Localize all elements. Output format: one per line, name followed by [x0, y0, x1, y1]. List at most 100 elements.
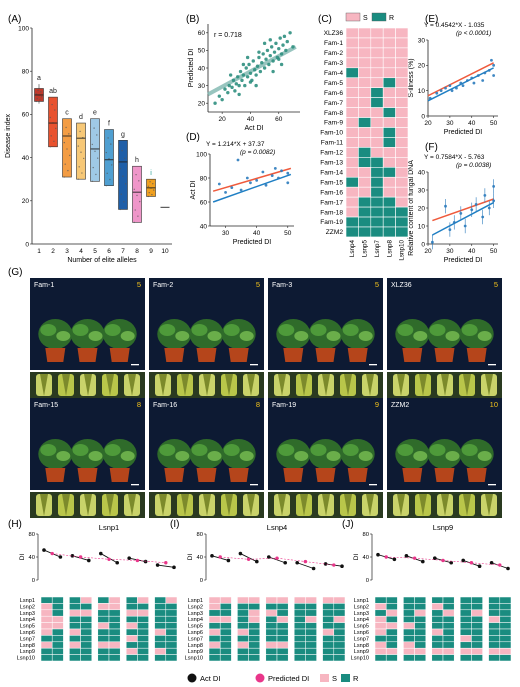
plant-leaf-highlight — [397, 324, 414, 336]
box-plot-disease-index: 0 20 40 60 80 100 Number of elite alleles Disea… — [5, 25, 172, 264]
heatmap-cell — [358, 37, 372, 49]
genotype-cell — [374, 647, 387, 655]
scale-bar — [369, 364, 377, 366]
plant-leaf-highlight — [294, 331, 309, 341]
genotype-cell — [499, 603, 512, 611]
y-tick-label: 30 — [418, 37, 426, 44]
heatmap-cell — [370, 37, 384, 49]
box-data-dot — [108, 158, 110, 160]
heatmap-cell — [345, 226, 359, 238]
act-di-point — [421, 559, 425, 564]
x-tick-label: 4 — [79, 248, 83, 255]
y-axis-label: S-illness (%) — [408, 58, 415, 97]
data-point — [459, 212, 463, 215]
data-point — [257, 50, 261, 54]
box-data-dot — [80, 151, 82, 153]
y-axis-label: Act DI — [190, 180, 197, 199]
data-point — [481, 79, 485, 82]
genotype-row-label: Lsnp3 — [354, 611, 369, 617]
genotype-cell — [488, 628, 501, 636]
genotype-cell — [51, 603, 64, 611]
data-point — [492, 185, 496, 188]
genotype-cell — [40, 622, 53, 630]
box-data-dot — [53, 140, 55, 143]
data-point — [261, 52, 265, 56]
stem-vascular-mark — [300, 374, 308, 396]
plant-photo-cell: Fam-2 5 — [149, 278, 264, 398]
heatmap-cell — [370, 186, 384, 198]
pot — [434, 468, 455, 482]
heatmap-cell — [370, 57, 384, 69]
box-data-dot — [123, 201, 125, 203]
heatmap-cell — [370, 216, 384, 228]
heatmap-row-label: Fam-3 — [324, 60, 343, 67]
genotype-cell — [374, 603, 387, 611]
genotype-cell — [108, 615, 121, 623]
heatmap-cell — [382, 37, 396, 49]
box-data-dot — [147, 195, 149, 198]
scatter-fungal-dna: 0 10 20 30 40 20 30 40 50 Predicted DI Relative co… — [408, 154, 498, 264]
genotype-cell — [154, 654, 167, 662]
box-data-dot — [39, 99, 41, 101]
genotype-cell — [125, 609, 138, 617]
genotype-cell — [385, 654, 398, 662]
genotype-cell — [276, 654, 289, 662]
genotype-cell — [333, 654, 346, 662]
panel-label-f: (F) — [425, 142, 438, 153]
genotype-cell — [51, 609, 64, 617]
genotype-cell — [248, 615, 261, 623]
y-tick-label: 40 — [418, 169, 426, 176]
genotype-cell — [333, 628, 346, 636]
heatmap-cell — [358, 97, 372, 108]
predicted-di-point — [498, 563, 502, 567]
genotype-cell — [265, 622, 278, 630]
stem-vascular-mark — [441, 494, 449, 516]
heatmap-cell — [345, 87, 359, 98]
photo-allele-count: 10 — [490, 400, 498, 409]
pot — [77, 468, 98, 482]
genotype-cell — [414, 622, 427, 630]
box-data-dot — [148, 191, 150, 194]
genotype-cell — [208, 647, 221, 655]
genotype-cell — [219, 622, 232, 630]
stem-vascular-mark — [322, 494, 330, 516]
box-body — [90, 118, 100, 182]
genotype-cell — [322, 635, 335, 643]
genotype-cell — [403, 628, 415, 636]
stem-vascular-mark — [366, 494, 374, 516]
plant-photo-cell: Fam-3 5 — [268, 278, 383, 398]
genotype-cell — [431, 628, 444, 636]
pot — [466, 348, 487, 362]
heatmap-cell — [370, 196, 384, 208]
genotype-cell — [154, 615, 167, 623]
genotype-cell — [293, 615, 306, 623]
predicted-di-point — [303, 559, 308, 564]
genotype-cell — [442, 628, 455, 636]
data-point — [490, 58, 493, 62]
genotype-cell — [237, 603, 249, 611]
data-point — [220, 97, 224, 102]
box-data-dot — [78, 166, 80, 168]
box-data-dot — [122, 175, 124, 177]
scale-bar — [250, 364, 258, 366]
data-point — [279, 52, 284, 56]
genotype-cell — [333, 596, 346, 604]
scatter-act-vs-predicted: 20 30 40 50 60 20 40 60 Act DI Predicted DI r = 0.… — [188, 24, 300, 132]
data-point — [430, 240, 434, 244]
genotype-cell — [305, 615, 317, 623]
data-point — [455, 86, 458, 90]
heatmap-row-label: Fam-5 — [324, 80, 343, 87]
heatmap-cell — [382, 206, 396, 218]
genotype-cell — [459, 596, 472, 604]
data-point — [476, 74, 480, 77]
genotype-row-label: Lsnp6 — [188, 630, 203, 636]
y-tick-label: 20 — [418, 63, 426, 70]
genotype-cell — [51, 654, 64, 662]
data-point — [241, 73, 246, 77]
genotype-cell — [403, 654, 415, 662]
y-tick-label: 0 — [421, 241, 425, 248]
heatmap-cell — [358, 107, 372, 118]
plant-photo-cell: XLZ36 5 — [387, 278, 502, 398]
genotype-cell — [333, 647, 346, 655]
plant-leaf-highlight — [278, 444, 295, 456]
